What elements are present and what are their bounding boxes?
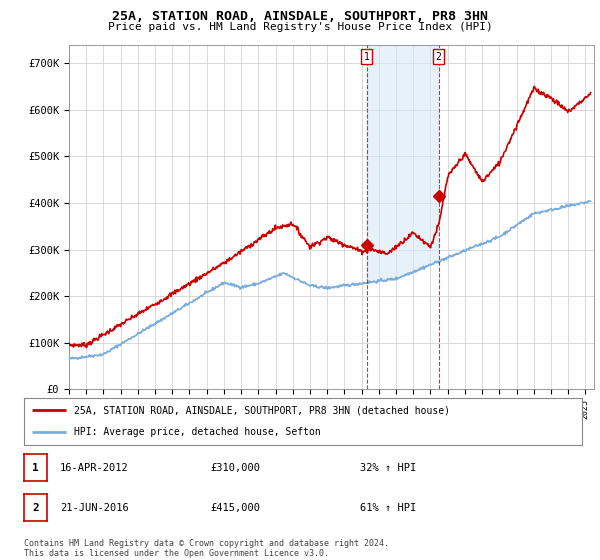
Text: 1: 1 — [32, 463, 39, 473]
Text: 2: 2 — [32, 503, 39, 513]
Text: 25A, STATION ROAD, AINSDALE, SOUTHPORT, PR8 3HN (detached house): 25A, STATION ROAD, AINSDALE, SOUTHPORT, … — [74, 405, 450, 416]
Text: £310,000: £310,000 — [210, 463, 260, 473]
Text: 25A, STATION ROAD, AINSDALE, SOUTHPORT, PR8 3HN: 25A, STATION ROAD, AINSDALE, SOUTHPORT, … — [112, 10, 488, 23]
Text: 16-APR-2012: 16-APR-2012 — [60, 463, 129, 473]
Text: 1: 1 — [364, 52, 370, 62]
Text: £415,000: £415,000 — [210, 503, 260, 513]
Text: 2: 2 — [436, 52, 442, 62]
Text: Price paid vs. HM Land Registry's House Price Index (HPI): Price paid vs. HM Land Registry's House … — [107, 22, 493, 32]
Text: 61% ↑ HPI: 61% ↑ HPI — [360, 503, 416, 513]
Text: 32% ↑ HPI: 32% ↑ HPI — [360, 463, 416, 473]
Text: Contains HM Land Registry data © Crown copyright and database right 2024.
This d: Contains HM Land Registry data © Crown c… — [24, 539, 389, 558]
Text: 21-JUN-2016: 21-JUN-2016 — [60, 503, 129, 513]
Text: HPI: Average price, detached house, Sefton: HPI: Average price, detached house, Seft… — [74, 427, 321, 437]
